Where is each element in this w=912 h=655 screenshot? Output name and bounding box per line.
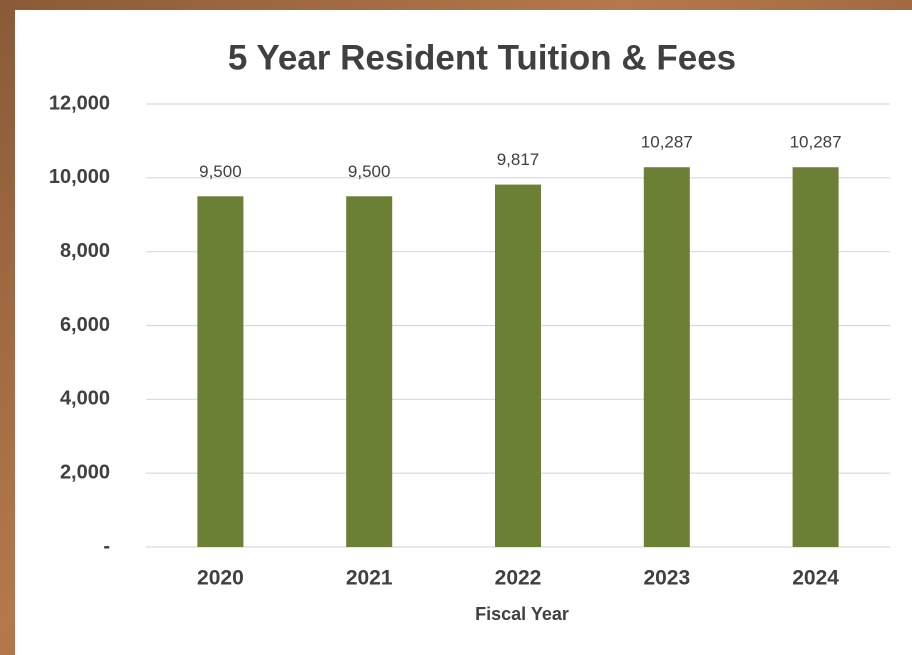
x-axis-label: Fiscal Year: [475, 604, 569, 624]
data-label: 10,287: [641, 133, 693, 152]
y-tick-label: 12,000: [49, 92, 110, 114]
data-label: 9,817: [497, 150, 540, 169]
x-tick-label: 2023: [643, 567, 690, 590]
x-tick-label: 2022: [495, 567, 542, 590]
y-tick-label: -: [103, 535, 110, 557]
bar: [643, 167, 690, 547]
data-label: 9,500: [348, 162, 391, 181]
y-tick-label: 6,000: [60, 314, 110, 336]
data-label: 9,500: [199, 162, 242, 181]
y-tick-label: 10,000: [49, 166, 110, 188]
data-label: 10,287: [790, 133, 842, 152]
bar: [346, 196, 393, 547]
chart-panel: [15, 10, 912, 655]
chart-title: 5 Year Resident Tuition & Fees: [228, 38, 736, 77]
bar: [495, 184, 541, 547]
bar: [197, 196, 244, 547]
x-tick-label: 2021: [346, 567, 393, 590]
y-tick-label: 4,000: [60, 388, 110, 410]
y-tick-label: 2,000: [60, 461, 110, 483]
bar: [792, 167, 839, 547]
x-tick-label: 2024: [792, 567, 839, 590]
y-tick-label: 8,000: [60, 240, 110, 262]
x-tick-label: 2020: [197, 567, 244, 590]
